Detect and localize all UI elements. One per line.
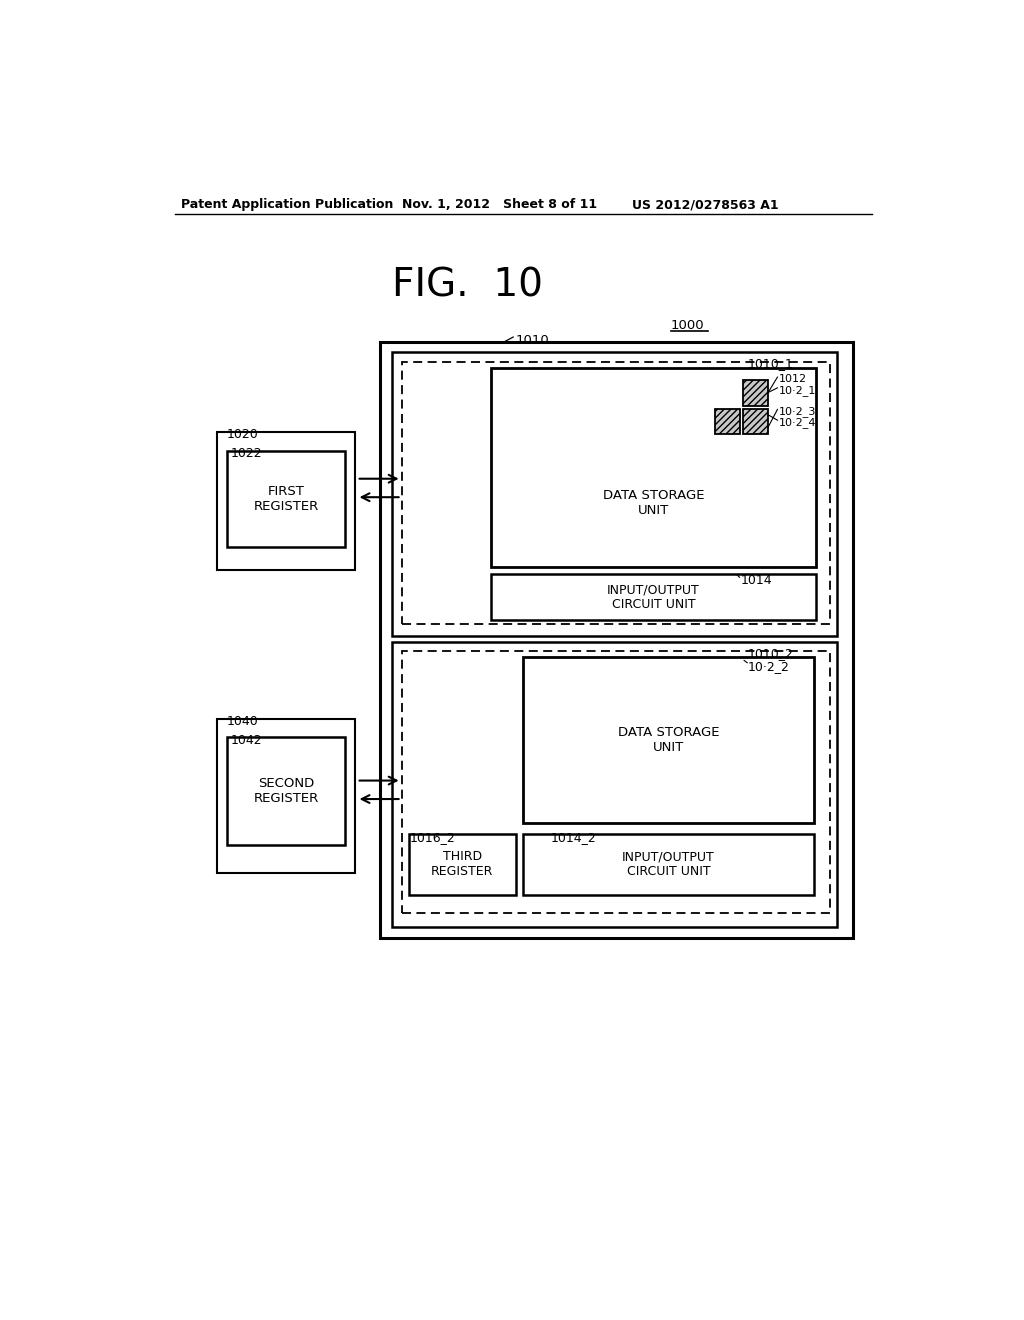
Bar (490, 368, 816, 566)
Text: 1014_2: 1014_2 (550, 830, 596, 843)
Text: Nov. 1, 2012   Sheet 8 of 11: Nov. 1, 2012 Sheet 8 of 11 (401, 198, 597, 211)
Bar (217, 719, 355, 873)
Text: 1010: 1010 (515, 334, 549, 347)
Bar (715, 409, 740, 434)
Text: DATA STORAGE
UNIT: DATA STORAGE UNIT (603, 488, 705, 517)
Text: 10·2_4: 10·2_4 (779, 417, 816, 428)
Bar (490, 574, 816, 620)
Text: Patent Application Publication: Patent Application Publication (180, 198, 393, 211)
Text: 10·2_3: 10·2_3 (779, 407, 816, 417)
Text: DATA STORAGE
UNIT: DATA STORAGE UNIT (617, 726, 719, 754)
Text: SECOND
REGISTER: SECOND REGISTER (254, 777, 318, 805)
Text: 10·2_1: 10·2_1 (779, 385, 816, 396)
Bar (380, 342, 853, 939)
Bar (410, 834, 515, 895)
Text: 1012: 1012 (779, 374, 807, 384)
Bar (217, 432, 355, 570)
Bar (401, 363, 830, 624)
Text: INPUT/OUTPUT
CIRCUIT UNIT: INPUT/OUTPUT CIRCUIT UNIT (623, 850, 715, 879)
Text: 1042: 1042 (231, 734, 263, 747)
Text: 1010_1: 1010_1 (748, 358, 794, 370)
Text: 1040: 1040 (226, 715, 258, 729)
Bar (742, 409, 768, 434)
Bar (391, 642, 838, 927)
Bar (401, 651, 830, 913)
Text: 1014: 1014 (740, 574, 772, 587)
Text: US 2012/0278563 A1: US 2012/0278563 A1 (632, 198, 778, 211)
Text: THIRD
REGISTER: THIRD REGISTER (431, 850, 494, 879)
Bar (227, 451, 345, 548)
Bar (227, 738, 345, 845)
Text: FIG.  10: FIG. 10 (391, 267, 543, 304)
Text: 1020: 1020 (226, 428, 258, 441)
Text: 1022: 1022 (231, 447, 263, 461)
Bar (742, 380, 768, 405)
Text: INPUT/OUTPUT
CIRCUIT UNIT: INPUT/OUTPUT CIRCUIT UNIT (607, 583, 699, 611)
Bar (523, 834, 814, 895)
Bar (523, 657, 814, 822)
Bar (391, 352, 838, 636)
Text: 1010_2: 1010_2 (748, 647, 794, 660)
Text: FIRST
REGISTER: FIRST REGISTER (254, 486, 318, 513)
Text: 10·2_2: 10·2_2 (748, 660, 790, 673)
Text: 1000: 1000 (671, 318, 705, 331)
Text: 1016_2: 1016_2 (410, 830, 455, 843)
